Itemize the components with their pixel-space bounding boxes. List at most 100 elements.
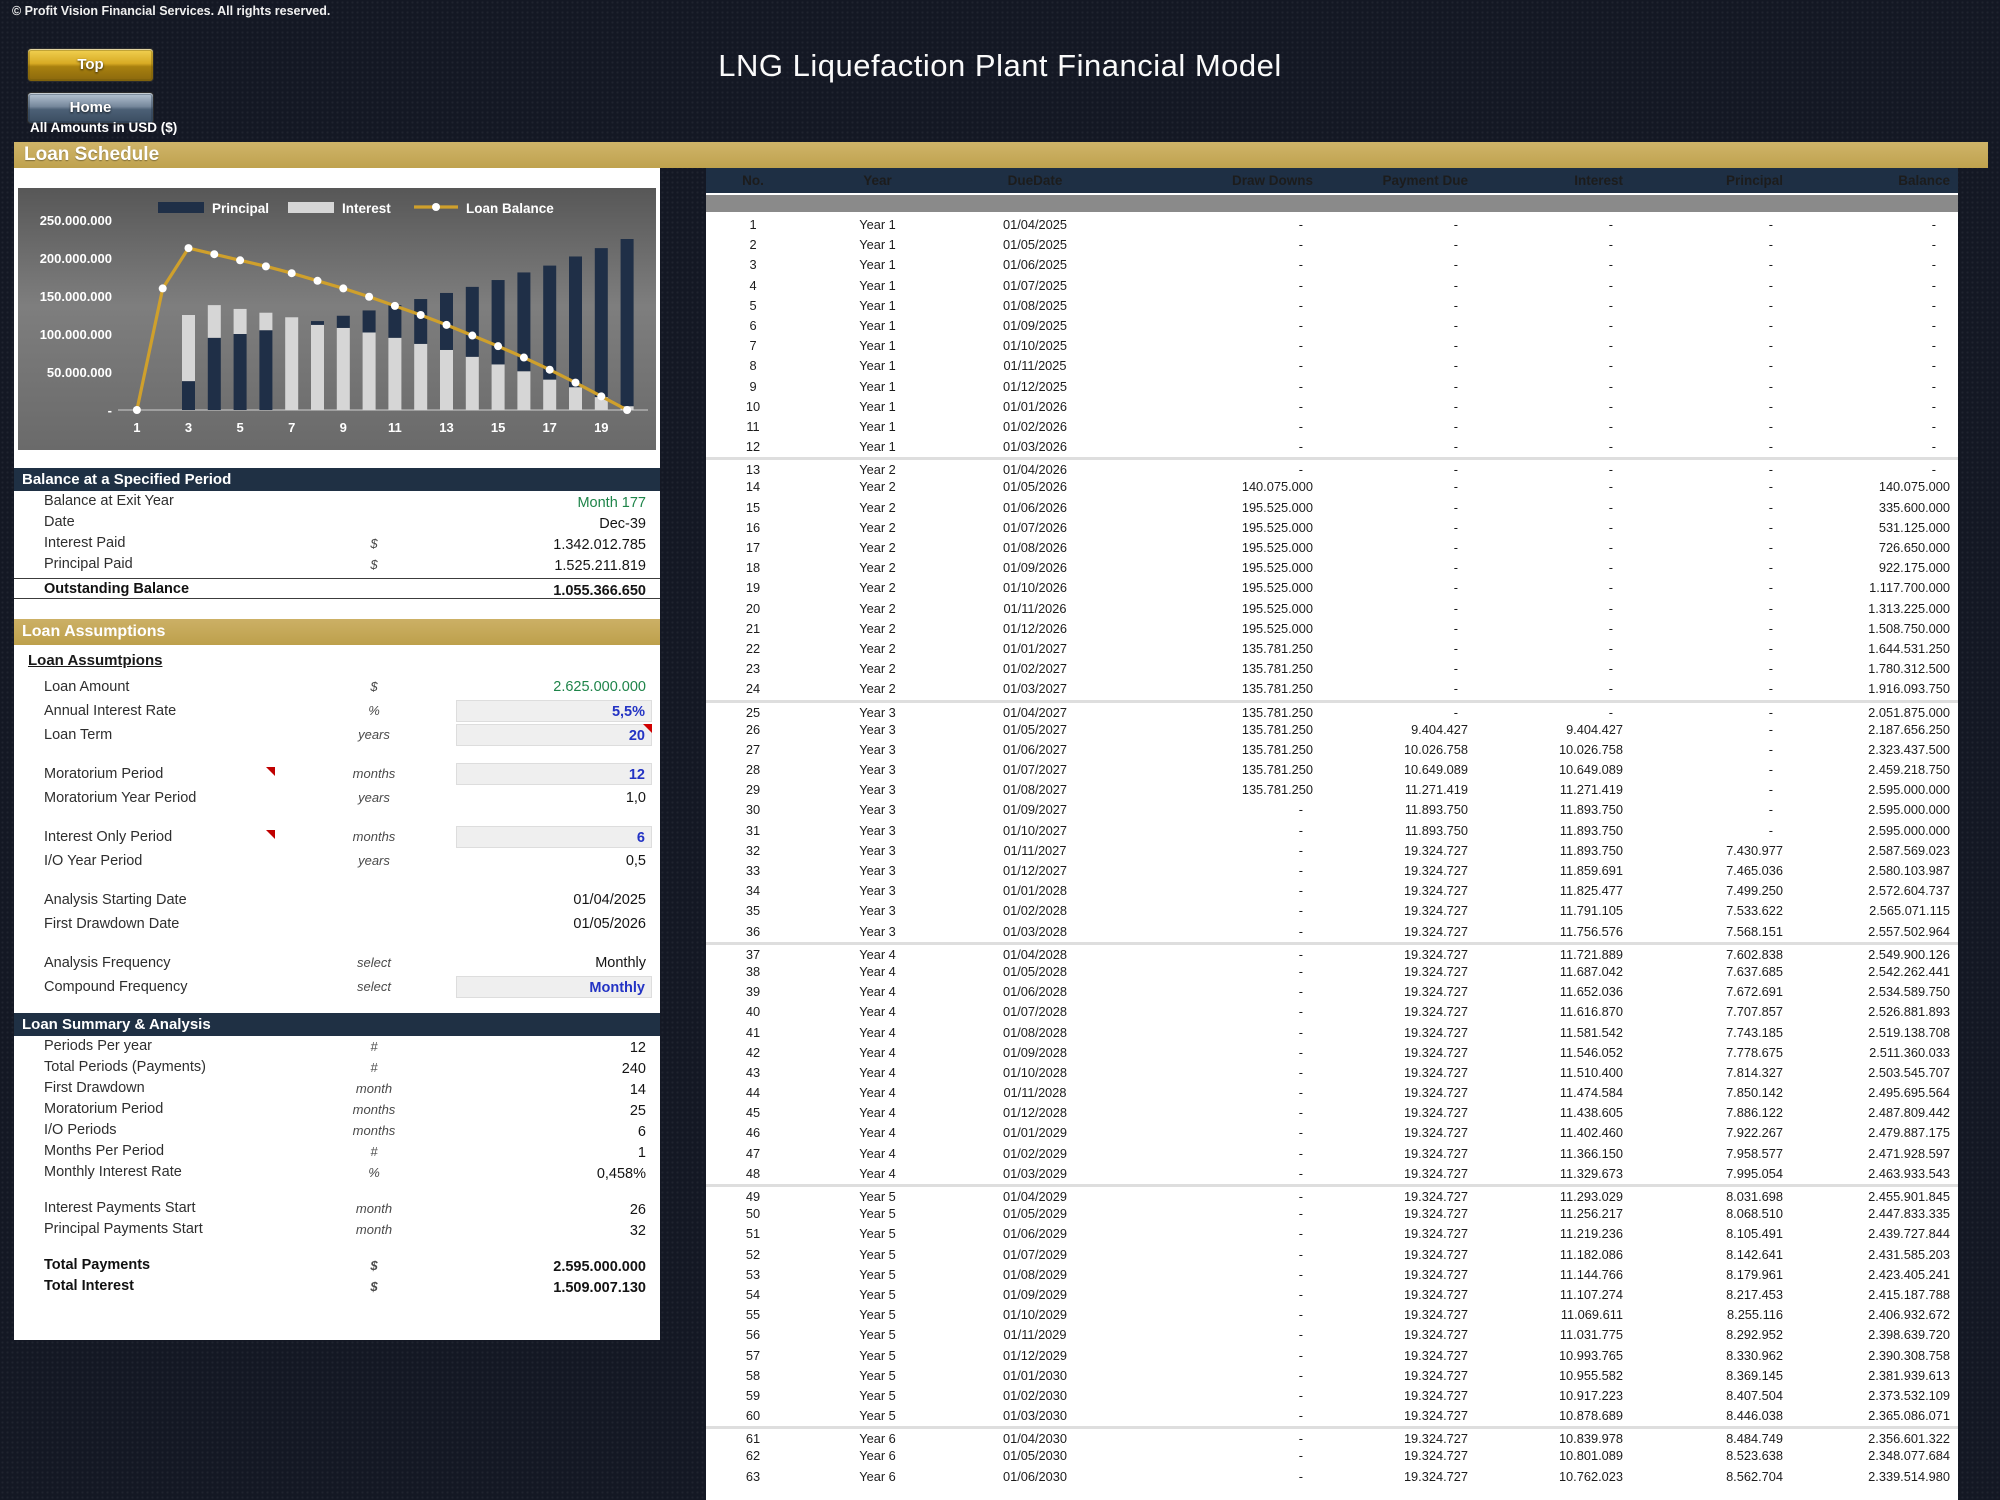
cell-no: 12 [706, 437, 800, 457]
cell-drawdowns: 140.075.000 [1115, 477, 1325, 497]
cell-drawdowns: - [1115, 1204, 1325, 1224]
assumption-unit: months [314, 825, 434, 849]
cell-duedate: 01/12/2029 [955, 1346, 1115, 1366]
cell-balance: 2.519.138.708 [1795, 1023, 1958, 1043]
cell-payment-due: - [1325, 558, 1480, 578]
comment-note-icon [266, 830, 275, 839]
cell-payment-due: - [1325, 215, 1480, 235]
cell-payment-due: - [1325, 659, 1480, 679]
cell-balance: 2.415.187.788 [1795, 1285, 1958, 1305]
cell-year: Year 1 [800, 276, 955, 296]
summary-unit: % [314, 1162, 434, 1183]
cell-payment-due: 19.324.727 [1325, 1386, 1480, 1406]
summary-value: 32 [456, 1220, 652, 1242]
cell-payment-due: 19.324.727 [1325, 1023, 1480, 1043]
cell-duedate: 01/08/2026 [955, 538, 1115, 558]
balance-row: Principal Paid$1.525.211.819 [14, 554, 660, 575]
cell-balance: 2.534.589.750 [1795, 982, 1958, 1002]
cell-payment-due: 19.324.727 [1325, 901, 1480, 921]
column-header-draw-downs: Draw Downs [1115, 168, 1325, 193]
cell-interest: 11.366.150 [1480, 1144, 1635, 1164]
assumption-label: I/O Year Period [44, 849, 142, 873]
assumption-value[interactable]: 20 [456, 724, 652, 746]
summary-value: 26 [456, 1199, 652, 1221]
cell-year: Year 5 [800, 1325, 955, 1345]
cell-duedate: 01/06/2025 [955, 255, 1115, 275]
assumption-value[interactable]: Monthly [456, 952, 652, 974]
cell-interest: 10.649.089 [1480, 760, 1635, 780]
assumption-value[interactable]: Monthly [456, 976, 652, 998]
cell-duedate: 01/06/2030 [955, 1467, 1115, 1487]
cell-no: 42 [706, 1043, 800, 1063]
table-row: 28Year 301/07/2027135.781.25010.649.0891… [706, 760, 1958, 780]
cell-year: Year 5 [800, 1386, 955, 1406]
cell-principal: - [1635, 276, 1795, 296]
cell-year: Year 2 [800, 518, 955, 538]
cell-no: 28 [706, 760, 800, 780]
cell-interest: 10.026.758 [1480, 740, 1635, 760]
cell-interest: 11.893.750 [1480, 821, 1635, 841]
y-axis-label: - [108, 403, 112, 418]
balance-row: Balance at Exit Year Month 177 [14, 491, 660, 512]
balance-value[interactable]: Month 177 [456, 492, 652, 514]
cell-year: Year 5 [800, 1204, 955, 1224]
assumption-value: 01/04/2025 [456, 889, 652, 911]
summary-label: Total Periods (Payments) [44, 1057, 206, 1078]
table-row: 58Year 501/01/2030-19.324.72710.955.5828… [706, 1366, 1958, 1386]
table-row: 25Year 301/04/2027135.781.250---2.051.87… [706, 700, 1958, 720]
cell-drawdowns: 135.781.250 [1115, 720, 1325, 740]
assumption-value[interactable]: 5,5% [456, 700, 652, 722]
cell-payment-due: - [1325, 498, 1480, 518]
cell-drawdowns: - [1115, 1123, 1325, 1143]
cell-interest: 11.546.052 [1480, 1043, 1635, 1063]
cell-year: Year 4 [800, 1002, 955, 1022]
assumption-row: Moratorium Year Periodyears1,0 [14, 786, 660, 810]
cell-principal: 8.255.116 [1635, 1305, 1795, 1325]
cell-principal: - [1635, 417, 1795, 437]
cell-year: Year 3 [800, 901, 955, 921]
cell-drawdowns: - [1115, 1023, 1325, 1043]
cell-no: 39 [706, 982, 800, 1002]
assumption-label: Annual Interest Rate [44, 699, 176, 723]
table-row: 20Year 201/11/2026195.525.000---1.313.22… [706, 599, 1958, 619]
table-row: 22Year 201/01/2027135.781.250---1.644.53… [706, 639, 1958, 659]
cell-year: Year 1 [800, 316, 955, 336]
cell-balance: 2.595.000.000 [1795, 800, 1958, 820]
assumption-value[interactable]: 12 [456, 763, 652, 785]
table-row: 29Year 301/08/2027135.781.25011.271.4191… [706, 780, 1958, 800]
cell-duedate: 01/12/2027 [955, 861, 1115, 881]
cell-principal: 7.430.977 [1635, 841, 1795, 861]
cell-duedate: 01/01/2028 [955, 881, 1115, 901]
cell-interest: 10.801.089 [1480, 1446, 1635, 1466]
cell-duedate: 01/11/2025 [955, 356, 1115, 376]
assumption-row: Compound FrequencyselectMonthly [14, 975, 660, 999]
y-axis-label: 100.000.000 [40, 327, 112, 342]
cell-year: Year 5 [800, 1265, 955, 1285]
cell-duedate: 01/09/2026 [955, 558, 1115, 578]
assumption-value[interactable]: 6 [456, 826, 652, 848]
cell-duedate: 01/07/2025 [955, 276, 1115, 296]
cell-balance: 2.459.218.750 [1795, 760, 1958, 780]
cell-no: 6 [706, 316, 800, 336]
cell-duedate: 01/06/2029 [955, 1224, 1115, 1244]
assumption-label: First Drawdown Date [44, 912, 179, 936]
table-row: 15Year 201/06/2026195.525.000---335.600.… [706, 498, 1958, 518]
table-row: 56Year 501/11/2029-19.324.72711.031.7758… [706, 1325, 1958, 1345]
balance-label: Outstanding Balance [44, 579, 189, 600]
table-row: 21Year 201/12/2026195.525.000---1.508.75… [706, 619, 1958, 639]
cell-payment-due: 19.324.727 [1325, 1083, 1480, 1103]
cell-drawdowns: - [1115, 1467, 1325, 1487]
cell-interest: 9.404.427 [1480, 720, 1635, 740]
cell-principal: 7.814.327 [1635, 1063, 1795, 1083]
assumption-value[interactable]: 2.625.000.000 [456, 676, 652, 698]
cell-year: Year 1 [800, 255, 955, 275]
cell-duedate: 01/01/2030 [955, 1366, 1115, 1386]
column-header-year: Year [800, 168, 955, 193]
cell-principal: 7.850.142 [1635, 1083, 1795, 1103]
balance-label: Balance at Exit Year [44, 491, 174, 512]
cell-payment-due: - [1325, 296, 1480, 316]
cell-drawdowns: - [1115, 255, 1325, 275]
summary-label: Moratorium Period [44, 1099, 163, 1120]
table-row: 34Year 301/01/2028-19.324.72711.825.4777… [706, 881, 1958, 901]
balance-row: DateDec-39 [14, 512, 660, 533]
